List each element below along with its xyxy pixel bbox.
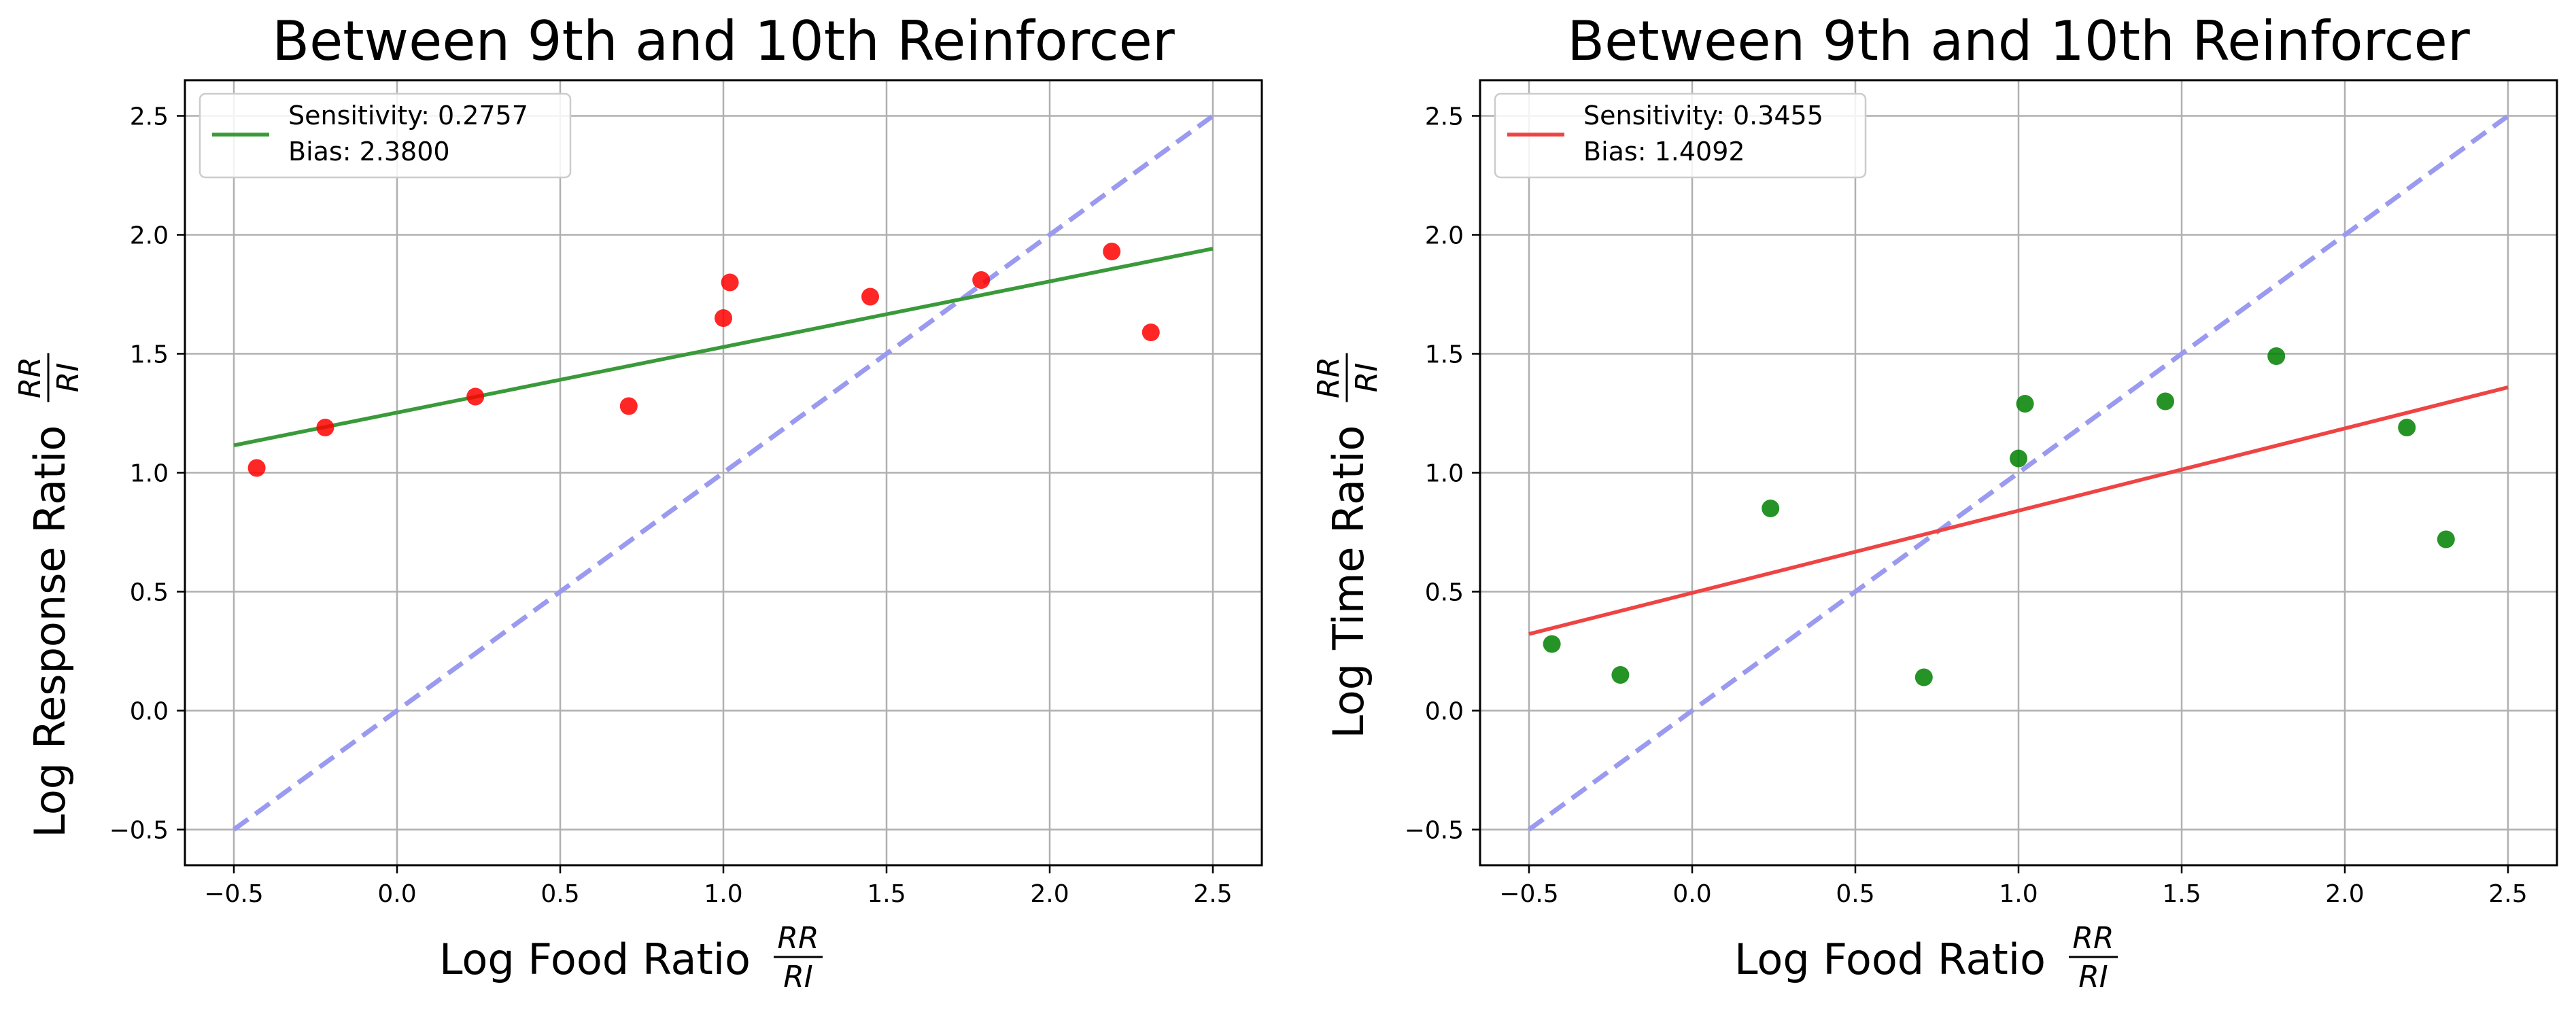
y-axis-label: Log Time Ratio (1324, 425, 1373, 739)
legend-bias: Bias: 1.4092 (1583, 137, 1745, 167)
x-tick-label: 1.0 (1999, 880, 2038, 908)
y-tick-label: 0.5 (130, 579, 169, 607)
data-point (2437, 530, 2455, 548)
y-tick-label: 1.5 (130, 341, 169, 369)
y-label-fraction-numerator: RR (13, 357, 48, 398)
data-point (1762, 500, 1780, 517)
x-tick-label: 0.0 (1672, 880, 1711, 908)
data-point (1103, 243, 1121, 260)
chart-title: Between 9th and 10th Reinforcer (1567, 10, 2470, 73)
y-tick-label: 2.5 (1425, 103, 1464, 131)
identity-dashed-line (232, 114, 1215, 832)
y-tick-label: 1.0 (130, 460, 169, 488)
y-axis-label-group: Log Response Ratio RR RI (13, 353, 86, 838)
regression-fit-line (1528, 385, 2509, 636)
data-point (316, 419, 334, 436)
x-axis-label: Log Food Ratio (439, 935, 751, 984)
legend-sensitivity: Sensitivity: 0.3455 (1583, 101, 1823, 130)
x-label-fraction-denominator: RI (783, 960, 813, 994)
y-tick-label: −0.5 (109, 817, 169, 845)
x-label-fraction-numerator: RR (2072, 921, 2114, 956)
y-tick-label: −0.5 (1405, 817, 1464, 845)
x-tick-label: 0.0 (377, 880, 416, 908)
data-point (2267, 347, 2286, 365)
x-tick-label: 0.5 (540, 880, 579, 908)
y-label-fraction-denominator: RI (51, 363, 86, 393)
x-tick-label: 2.5 (2488, 880, 2527, 908)
x-tick-label: 0.5 (1836, 880, 1874, 908)
x-tick-label: 2.0 (2325, 880, 2364, 908)
data-point (1914, 668, 1933, 686)
y-tick-label: 0.5 (1425, 579, 1464, 607)
legend-sensitivity: Sensitivity: 0.2757 (288, 101, 528, 130)
y-tick-label: 2.0 (130, 222, 169, 250)
data-point (1141, 324, 1160, 341)
y-axis-label-group: Log Time Ratio RR RI (1311, 353, 1384, 739)
data-point (619, 397, 638, 415)
y-label-fraction-denominator: RI (1350, 363, 1384, 393)
data-point (2016, 395, 2034, 413)
y-tick-label: 0.0 (130, 698, 169, 726)
x-tick-label: 1.0 (704, 880, 742, 908)
right-chart-panel: −0.5 −0.5 0.0 0.0 0.5 0.5 1.0 1.0 1.5 1.5 2.0 2.0 2.… (1311, 10, 2558, 994)
x-tick-label: −0.5 (1499, 880, 1558, 908)
x-tick-label: 1.5 (2162, 880, 2201, 908)
y-tick-label: 1.0 (1425, 460, 1464, 488)
identity-dashed-line (1527, 114, 2510, 832)
x-tick-label: 2.5 (1193, 880, 1232, 908)
data-point (2157, 392, 2174, 411)
data-point (466, 387, 485, 406)
x-label-fraction-numerator: RR (777, 921, 819, 956)
x-axis-label: Log Food Ratio (1734, 935, 2046, 984)
legend-box (199, 92, 572, 179)
data-point (2010, 449, 2027, 468)
y-tick-label: 1.5 (1425, 341, 1464, 369)
legend-box (1494, 92, 1867, 179)
data-point (1543, 635, 1561, 653)
regression-fit-line (233, 247, 1214, 447)
legend-bias: Bias: 2.3800 (288, 137, 450, 167)
y-label-fraction-numerator: RR (1311, 357, 1346, 398)
chart-title: Between 9th and 10th Reinforcer (272, 10, 1175, 73)
data-point (1611, 666, 1630, 684)
data-point (721, 273, 739, 292)
data-point (2398, 419, 2416, 436)
y-tick-label: 0.0 (1425, 698, 1464, 726)
y-axis-label: Log Response Ratio (25, 425, 75, 838)
data-point (861, 288, 879, 306)
x-tick-label: 1.5 (867, 880, 906, 908)
data-point (972, 271, 991, 289)
left-chart-panel: −0.5 −0.5 0.0 0.0 0.5 0.5 1.0 1.0 1.5 1.5 2.0 2.0 2.… (13, 10, 1263, 994)
data-point (715, 309, 732, 327)
x-tick-label: −0.5 (204, 880, 263, 908)
x-tick-label: 2.0 (1030, 880, 1069, 908)
y-tick-label: 2.5 (130, 103, 169, 131)
data-point (247, 459, 266, 477)
x-label-fraction-denominator: RI (2078, 960, 2108, 994)
y-tick-label: 2.0 (1425, 222, 1464, 250)
